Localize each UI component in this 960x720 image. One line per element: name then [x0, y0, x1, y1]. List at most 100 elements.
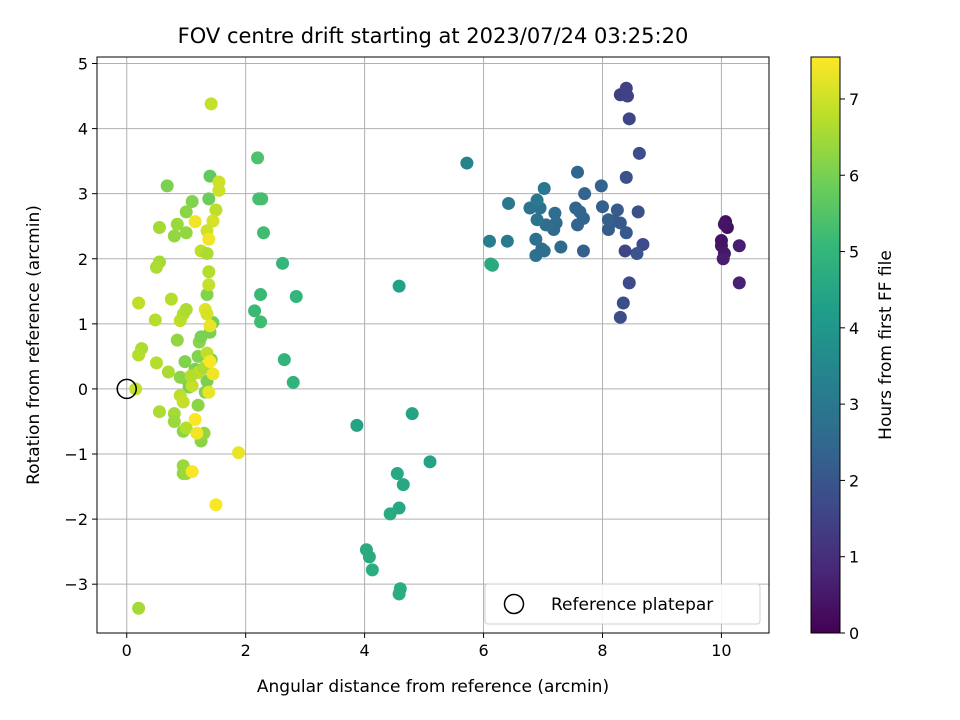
data-point: [554, 240, 568, 254]
data-point: [601, 222, 615, 236]
data-point: [383, 507, 397, 521]
data-point: [191, 398, 205, 412]
data-point: [548, 206, 562, 220]
x-axis-ticks: 0 2 4 6 8 10: [122, 633, 732, 660]
colorbar-tick-label: 7: [849, 90, 859, 109]
data-point: [610, 203, 624, 217]
data-point: [232, 446, 246, 460]
data-point: [276, 256, 290, 270]
data-point: [178, 355, 192, 369]
legend: Reference platepar: [484, 583, 761, 625]
data-point: [620, 89, 634, 103]
data-point: [618, 244, 632, 258]
data-point: [732, 276, 746, 290]
data-point: [152, 405, 166, 419]
data-point: [405, 407, 419, 421]
data-point: [396, 478, 410, 492]
data-point: [164, 292, 178, 306]
data-point: [173, 370, 187, 384]
data-point: [619, 170, 633, 184]
data-point: [423, 455, 437, 469]
data-point: [289, 290, 303, 304]
data-point: [622, 112, 636, 126]
data-point: [202, 192, 216, 206]
y-tick-label: 0: [78, 380, 88, 399]
data-point: [717, 217, 731, 231]
grid: [97, 57, 769, 633]
data-point: [206, 214, 220, 228]
scatter-points: [129, 81, 746, 615]
data-point: [190, 426, 204, 440]
data-point: [257, 226, 271, 240]
data-point: [613, 310, 627, 324]
data-point: [530, 193, 544, 207]
colorbar-gradient: [810, 56, 841, 634]
data-point: [535, 242, 549, 256]
data-point: [571, 218, 585, 232]
data-point: [148, 313, 162, 327]
data-point: [200, 247, 214, 261]
data-point: [132, 601, 146, 615]
data-point: [179, 226, 193, 240]
data-point: [595, 200, 609, 214]
data-point: [179, 303, 193, 317]
data-point: [390, 467, 404, 481]
data-point: [179, 205, 193, 219]
data-point: [188, 215, 202, 229]
y-tick-label: 2: [78, 250, 88, 269]
data-point: [204, 97, 218, 111]
colorbar-tick-label: 2: [849, 471, 859, 490]
data-point: [248, 304, 262, 318]
data-point: [170, 217, 184, 231]
colorbar-tick-label: 1: [849, 548, 859, 567]
data-point: [732, 239, 746, 253]
data-point: [362, 550, 376, 564]
data-point: [202, 278, 216, 292]
plot-frame: [96, 56, 770, 634]
x-axis-title: Angular distance from reference (arcmin): [257, 677, 609, 697]
y-tick-label: 1: [78, 315, 88, 334]
data-point: [537, 181, 551, 195]
data-point: [203, 355, 217, 369]
data-point: [167, 414, 181, 428]
data-point: [254, 315, 268, 329]
colorbar-tick-label: 4: [849, 319, 859, 338]
data-point: [286, 375, 300, 389]
data-point: [152, 221, 166, 235]
data-point: [392, 279, 406, 293]
data-point: [482, 234, 496, 248]
data-point: [365, 563, 379, 577]
data-point: [254, 288, 268, 302]
data-point: [188, 413, 202, 427]
reference-marker: [116, 378, 137, 400]
data-point: [277, 353, 291, 367]
y-tick-label: 4: [78, 120, 88, 139]
data-point: [161, 365, 175, 379]
reference-layer: [116, 378, 137, 400]
colorbar: 0 1 2 3 4 5 6 7 Hours from first FF file: [810, 56, 896, 643]
data-point: [484, 257, 498, 271]
data-point: [632, 146, 646, 160]
data-point: [184, 369, 198, 383]
data-point: [350, 418, 364, 432]
data-point: [209, 203, 223, 217]
data-point: [185, 194, 199, 208]
colorbar-tick-label: 3: [849, 395, 859, 414]
plot-area: 0 2 4 6 8 10 −3 −2 −1 0 1 2 3 4 5 Reference platepar: [64, 55, 770, 660]
data-point: [132, 348, 146, 362]
data-point: [630, 247, 644, 261]
data-point: [571, 165, 585, 179]
data-point: [149, 356, 163, 370]
data-point: [631, 205, 645, 219]
data-point: [200, 288, 214, 302]
data-point: [578, 187, 592, 201]
data-point: [209, 498, 223, 512]
colorbar-tick-label: 6: [849, 166, 859, 185]
plot-background: [97, 57, 769, 633]
data-point: [502, 196, 516, 210]
data-point: [212, 183, 226, 197]
data-point: [179, 421, 193, 435]
data-point: [167, 229, 181, 243]
data-point: [500, 234, 514, 248]
data-point: [170, 333, 184, 347]
